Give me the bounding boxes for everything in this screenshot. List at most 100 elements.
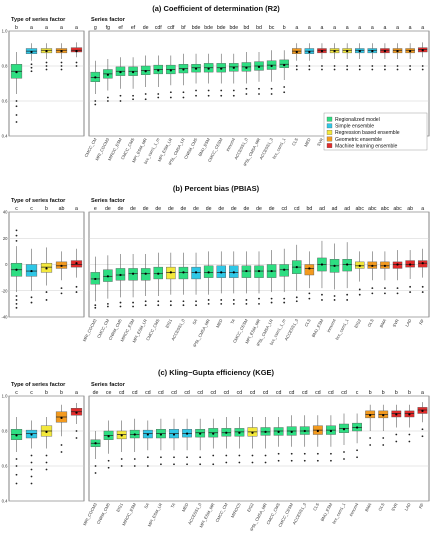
p2-right-mean-marker <box>133 433 136 436</box>
p2-right-letter: cd <box>158 390 164 396</box>
p2-right-mean-marker <box>225 431 228 434</box>
p1-right-xtick-label: OLS <box>366 318 374 328</box>
p0-right-letter: b <box>283 25 286 31</box>
p0-right-outlier <box>94 100 97 102</box>
p2-left-outlier <box>75 437 78 439</box>
p1-left-letter: ab <box>59 206 65 212</box>
p1-left-outlier <box>30 301 33 304</box>
p0-right-outlier <box>283 86 286 88</box>
p2-left-letter: c <box>15 390 18 396</box>
p2-right-outlier <box>421 428 424 431</box>
p1-right-outlier <box>346 293 349 296</box>
p0-left-outlier <box>60 68 63 71</box>
p2-left-outlier <box>30 482 33 485</box>
p1-right-letter: cd <box>294 206 300 212</box>
p2-ytick-label: 0.8 <box>2 429 8 434</box>
p1-right-outlier <box>106 302 109 305</box>
p1-ytick-label: 20 <box>3 236 8 241</box>
p0-right-outlier <box>333 65 336 67</box>
p2-right-mean-marker <box>408 413 411 416</box>
p1-right-letter: de <box>269 206 275 212</box>
p2-left-mean-marker <box>60 416 63 419</box>
p2-left-outlier <box>30 454 33 457</box>
p0-right-letter: a <box>295 25 298 31</box>
p0-right-outlier <box>245 93 248 95</box>
p1-right-outlier <box>94 306 97 309</box>
p1-left-outlier <box>60 287 63 290</box>
p1-right-outlier <box>258 302 260 305</box>
p2-right-plot-area <box>88 395 430 502</box>
p0-left-mean-marker <box>15 71 18 74</box>
p2-left-outlier <box>45 454 48 457</box>
p2-right-letter: cd <box>263 390 269 396</box>
p2-right-outlier <box>199 456 202 459</box>
p0-left-outlier <box>75 61 78 64</box>
p1-right-mean-marker <box>383 264 387 267</box>
p2-left-mean-marker <box>75 411 78 414</box>
p1-right-mean-marker <box>157 272 160 275</box>
p0-right-header: Series factor <box>91 17 126 23</box>
p2-right-mean-marker <box>238 431 241 434</box>
p2-right-mean-marker <box>316 429 319 433</box>
p0-right-outlier <box>409 65 412 67</box>
p0-left-outlier <box>30 70 33 73</box>
p2-right-letter: cd <box>197 390 203 396</box>
p2-right-letter: cd <box>132 390 138 396</box>
p0-right-outlier <box>232 94 235 97</box>
p2-right-xtick-label: ACCESS1_3 <box>292 501 308 525</box>
p2-right-outlier <box>382 444 385 446</box>
p0-right-letter: bd <box>244 25 250 31</box>
p2-right-letter: ce <box>106 390 112 396</box>
p2-left-outlier <box>15 465 18 467</box>
p2-left-mean-marker <box>45 430 48 433</box>
p0-right-outlier <box>144 98 147 101</box>
p2-right-mean-marker <box>290 430 293 433</box>
p1-ytick-label: -20 <box>1 288 8 293</box>
p2-right-mean-marker <box>355 426 359 429</box>
p1-right-mean-marker <box>232 271 235 274</box>
p1-right-letter: de <box>244 206 250 212</box>
p0-right-outlier <box>258 93 260 95</box>
p1-left-mean-marker <box>15 268 18 271</box>
p0-right-letter: a <box>333 25 336 31</box>
p0-right-outlier <box>321 65 323 67</box>
p1-right-letter: de <box>118 206 124 212</box>
p1-right-mean-marker <box>333 264 336 267</box>
p1-left-outlier <box>15 306 18 309</box>
p0-left-mean-marker <box>30 50 33 54</box>
p1-right-outlier <box>245 299 248 301</box>
p1-left-outlier <box>75 285 78 288</box>
p2-right-outlier <box>238 461 241 464</box>
p2-right-xtick-label: RF <box>418 502 425 510</box>
p2-right-outlier <box>212 463 215 466</box>
legend-swatch <box>326 116 333 122</box>
p1-right-outlier <box>384 287 386 290</box>
p2-right-outlier <box>199 463 202 466</box>
p1-right-mean-marker <box>283 268 286 271</box>
p2-right-letter: cd <box>145 390 151 396</box>
p1-right-xtick-label: EIG2 <box>353 317 362 328</box>
p0-left-letter: b <box>15 25 18 31</box>
p1-right-letter: cd <box>281 206 287 212</box>
p2-right-outlier <box>120 465 123 467</box>
p2-ytick-label: 0.6 <box>2 464 8 469</box>
p0-right-outlier <box>371 68 374 71</box>
p1-right-xtick-label: TA <box>229 318 236 325</box>
p2-right-letter: cd <box>224 390 230 396</box>
p1-right-letter: ad <box>344 206 350 212</box>
p0-right-outlier <box>421 68 424 71</box>
legend-swatch <box>326 123 333 129</box>
p0-right-letter: g <box>94 25 97 31</box>
p1-right-outlier <box>132 305 134 308</box>
p0-right-outlier <box>384 68 386 71</box>
p1-left-mean-marker <box>45 267 48 270</box>
p2-right-outlier <box>356 456 358 459</box>
p0-right-mean-marker <box>270 64 273 68</box>
panel-a-title: (a) Coefficient of determination (R2) <box>152 4 280 13</box>
p2-right-xtick-label: SA <box>143 502 150 509</box>
p0-right-outlier <box>220 94 223 97</box>
p1-right-outlier <box>333 295 336 297</box>
p1-right-mean-marker <box>421 262 424 265</box>
p1-right-box <box>304 264 315 276</box>
p1-right-xtick-label: LAD <box>404 318 412 327</box>
